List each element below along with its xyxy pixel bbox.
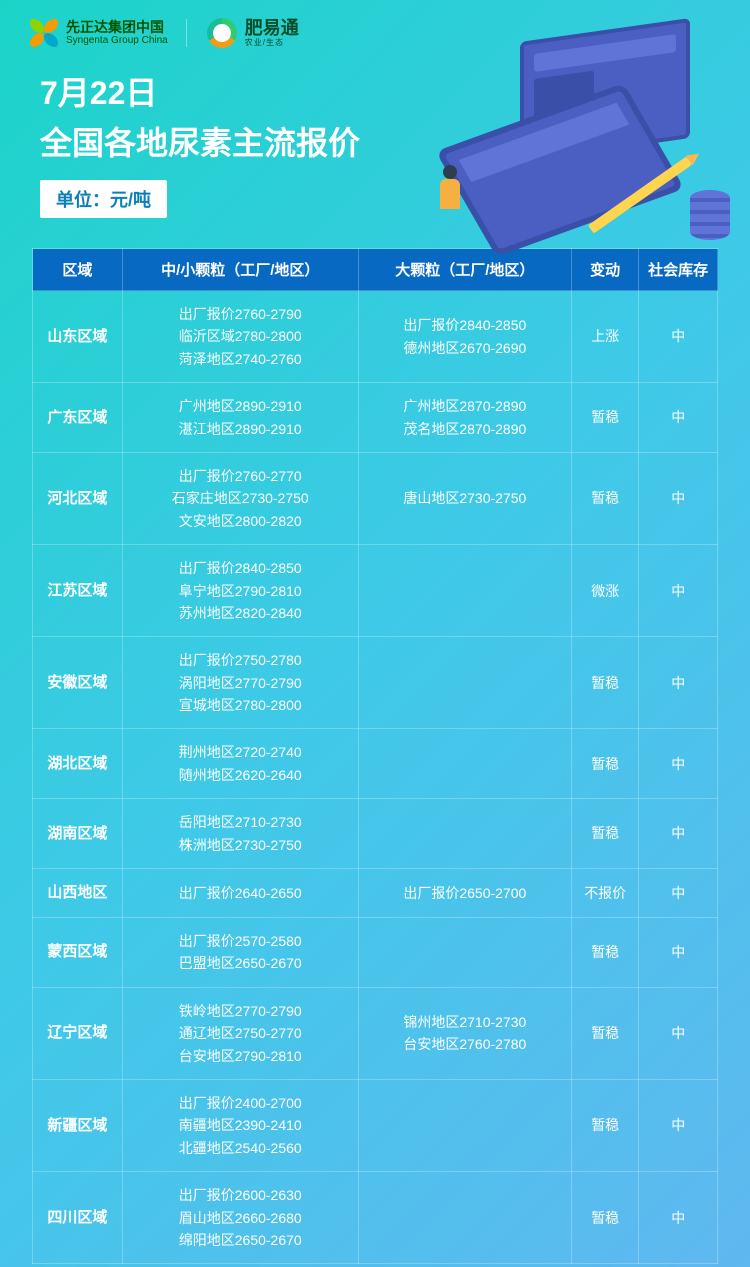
cell-small: 出厂报价2840-2850阜宁地区2790-2810苏州地区2820-2840 — [122, 545, 358, 637]
price-table-wrap: 区域 中/小颗粒（工厂/地区） 大颗粒（工厂/地区） 变动 社会库存 山东区域出… — [0, 218, 750, 1264]
table-row: 山西地区出厂报价2640-2650出厂报价2650-2700不报价中 — [33, 869, 718, 918]
flower-icon — [30, 19, 58, 47]
table-row: 湖南区域岳阳地区2710-2730株洲地区2730-2750 暂稳中 — [33, 799, 718, 869]
cell-large — [358, 1079, 571, 1171]
brand1-cn: 先正达集团中国 — [66, 19, 168, 36]
cell-change: 微涨 — [572, 545, 639, 637]
logo-syngenta: 先正达集团中国 Syngenta Group China — [30, 19, 187, 48]
table-row: 湖北区域荆州地区2720-2740随州地区2620-2640 暂稳中 — [33, 729, 718, 799]
cell-large — [358, 799, 571, 869]
cell-region: 辽宁区域 — [33, 987, 123, 1079]
cell-change: 暂稳 — [572, 383, 639, 453]
cell-large — [358, 918, 571, 988]
cell-stock: 中 — [639, 799, 718, 869]
cell-small: 铁岭地区2770-2790通辽地区2750-2770台安地区2790-2810 — [122, 987, 358, 1079]
cell-region: 四川区域 — [33, 1172, 123, 1264]
cell-stock: 中 — [639, 637, 718, 729]
cell-large: 唐山地区2730-2750 — [358, 452, 571, 544]
cell-large — [358, 729, 571, 799]
col-small: 中/小颗粒（工厂/地区） — [122, 249, 358, 291]
cell-change: 暂稳 — [572, 1172, 639, 1264]
brand2-cn: 肥易通 — [245, 19, 299, 39]
cell-large — [358, 545, 571, 637]
cell-stock: 中 — [639, 987, 718, 1079]
cell-small: 出厂报价2750-2780涡阳地区2770-2790宣城地区2780-2800 — [122, 637, 358, 729]
cell-stock: 中 — [639, 545, 718, 637]
table-row: 江苏区域出厂报价2840-2850阜宁地区2790-2810苏州地区2820-2… — [33, 545, 718, 637]
cell-region: 江苏区域 — [33, 545, 123, 637]
cell-stock: 中 — [639, 383, 718, 453]
cell-small: 出厂报价2400-2700南疆地区2390-2410北疆地区2540-2560 — [122, 1079, 358, 1171]
cell-region: 安徽区域 — [33, 637, 123, 729]
hero-illustration — [430, 30, 730, 250]
table-row: 山东区域出厂报价2760-2790临沂区域2780-2800菏泽地区2740-2… — [33, 291, 718, 383]
cell-large: 锦州地区2710-2730台安地区2760-2780 — [358, 987, 571, 1079]
cell-change: 暂稳 — [572, 918, 639, 988]
table-row: 四川区域出厂报价2600-2630眉山地区2660-2680绵阳地区2650-2… — [33, 1172, 718, 1264]
col-stock: 社会库存 — [639, 249, 718, 291]
cell-region: 广东区域 — [33, 383, 123, 453]
cell-change: 暂稳 — [572, 1079, 639, 1171]
cell-small: 出厂报价2640-2650 — [122, 869, 358, 918]
table-row: 广东区域广州地区2890-2910湛江地区2890-2910广州地区2870-2… — [33, 383, 718, 453]
cell-stock: 中 — [639, 869, 718, 918]
cell-large — [358, 637, 571, 729]
cell-stock: 中 — [639, 918, 718, 988]
cell-stock: 中 — [639, 729, 718, 799]
cell-large — [358, 1172, 571, 1264]
table-row: 新疆区域出厂报价2400-2700南疆地区2390-2410北疆地区2540-2… — [33, 1079, 718, 1171]
cell-stock: 中 — [639, 1079, 718, 1171]
cell-small: 出厂报价2600-2630眉山地区2660-2680绵阳地区2650-2670 — [122, 1172, 358, 1264]
cell-region: 蒙西区域 — [33, 918, 123, 988]
cell-small: 广州地区2890-2910湛江地区2890-2910 — [122, 383, 358, 453]
cell-change: 不报价 — [572, 869, 639, 918]
cell-small: 出厂报价2760-2770石家庄地区2730-2750文安地区2800-2820 — [122, 452, 358, 544]
price-table: 区域 中/小颗粒（工厂/地区） 大颗粒（工厂/地区） 变动 社会库存 山东区域出… — [32, 248, 718, 1264]
col-large: 大颗粒（工厂/地区） — [358, 249, 571, 291]
cell-region: 湖北区域 — [33, 729, 123, 799]
cell-small: 出厂报价2760-2790临沂区域2780-2800菏泽地区2740-2760 — [122, 291, 358, 383]
cell-large: 广州地区2870-2890茂名地区2870-2890 — [358, 383, 571, 453]
cell-small: 出厂报价2570-2580巴盟地区2650-2670 — [122, 918, 358, 988]
table-row: 辽宁区域铁岭地区2770-2790通辽地区2750-2770台安地区2790-2… — [33, 987, 718, 1079]
cell-small: 荆州地区2720-2740随州地区2620-2640 — [122, 729, 358, 799]
cell-stock: 中 — [639, 452, 718, 544]
cell-region: 山西地区 — [33, 869, 123, 918]
brand2-sub: 农业/生态 — [245, 39, 299, 48]
unit-badge: 单位：元/吨 — [40, 180, 167, 218]
table-row: 蒙西区域出厂报价2570-2580巴盟地区2650-2670 暂稳中 — [33, 918, 718, 988]
table-row: 安徽区域出厂报价2750-2780涡阳地区2770-2790宣城地区2780-2… — [33, 637, 718, 729]
cell-region: 山东区域 — [33, 291, 123, 383]
cell-change: 暂稳 — [572, 987, 639, 1079]
cell-region: 河北区域 — [33, 452, 123, 544]
cell-change: 上涨 — [572, 291, 639, 383]
brand1-en: Syngenta Group China — [66, 35, 168, 47]
cell-small: 岳阳地区2710-2730株洲地区2730-2750 — [122, 799, 358, 869]
table-row: 河北区域出厂报价2760-2770石家庄地区2730-2750文安地区2800-… — [33, 452, 718, 544]
cell-stock: 中 — [639, 1172, 718, 1264]
cell-large: 出厂报价2840-2850德州地区2670-2690 — [358, 291, 571, 383]
circle-icon — [207, 18, 237, 48]
cell-change: 暂稳 — [572, 729, 639, 799]
cell-region: 新疆区域 — [33, 1079, 123, 1171]
col-region: 区域 — [33, 249, 123, 291]
cell-region: 湖南区域 — [33, 799, 123, 869]
cell-stock: 中 — [639, 291, 718, 383]
cell-large: 出厂报价2650-2700 — [358, 869, 571, 918]
col-change: 变动 — [572, 249, 639, 291]
cell-change: 暂稳 — [572, 799, 639, 869]
cell-change: 暂稳 — [572, 452, 639, 544]
table-header-row: 区域 中/小颗粒（工厂/地区） 大颗粒（工厂/地区） 变动 社会库存 — [33, 249, 718, 291]
logo-feiyitong: 肥易通 农业/生态 — [207, 18, 299, 48]
cell-change: 暂稳 — [572, 637, 639, 729]
